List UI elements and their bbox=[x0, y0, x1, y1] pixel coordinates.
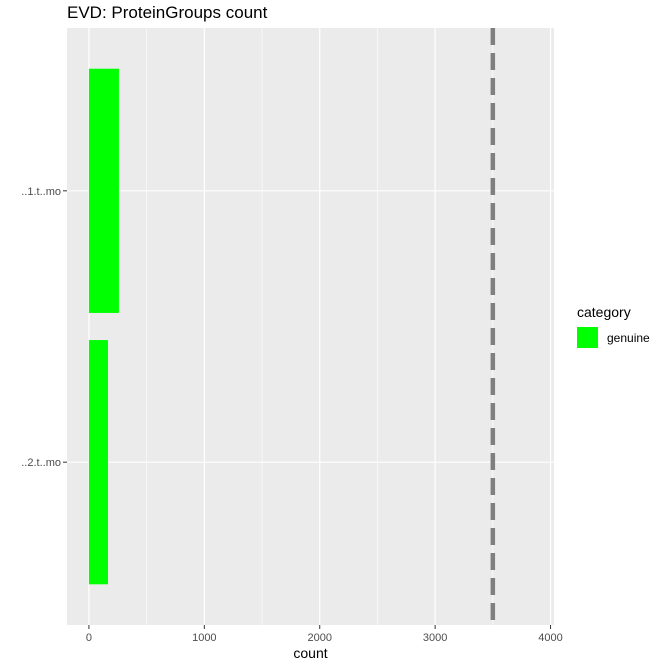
chart-title: EVD: ProteinGroups count bbox=[67, 3, 268, 22]
x-tick-label: 4000 bbox=[538, 632, 562, 644]
x-axis: 0 1000 2000 3000 4000 bbox=[86, 625, 563, 644]
x-tick-label: 2000 bbox=[307, 632, 331, 644]
bar-1 bbox=[88, 68, 119, 313]
legend: category genuine bbox=[577, 304, 650, 348]
y-tick-label: ..2.t..mo bbox=[21, 457, 61, 469]
x-tick-label: 3000 bbox=[423, 632, 447, 644]
x-axis-title: count bbox=[293, 645, 327, 661]
plot-panel bbox=[67, 28, 554, 625]
x-tick-label: 0 bbox=[86, 632, 92, 644]
y-axis: ..1.t..mo ..2.t..mo bbox=[21, 186, 67, 469]
bars bbox=[88, 68, 119, 585]
bar-2 bbox=[88, 340, 108, 585]
minor-gridlines bbox=[146, 28, 494, 625]
legend-label-genuine: genuine bbox=[607, 331, 650, 345]
legend-key-genuine bbox=[577, 327, 598, 348]
y-tick-label: ..1.t..mo bbox=[21, 186, 61, 198]
legend-title: category bbox=[577, 304, 631, 320]
x-tick-label: 1000 bbox=[192, 632, 216, 644]
